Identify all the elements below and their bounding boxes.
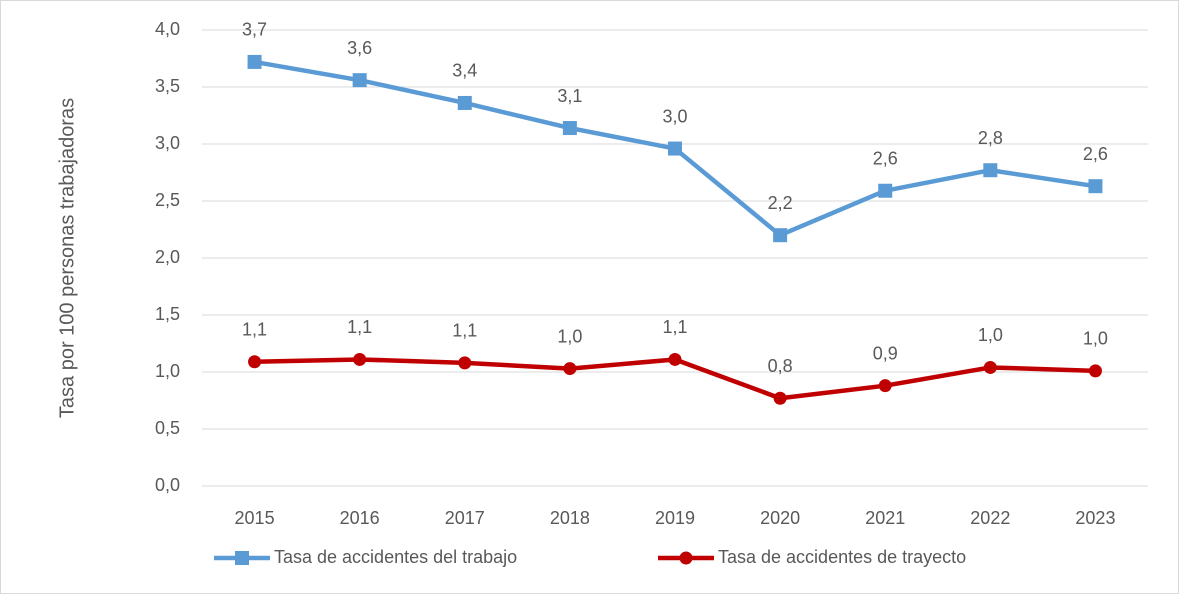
marker [983,360,997,374]
data-label: 2,6 [1083,144,1108,164]
marker [352,73,367,88]
x-tick-label: 2016 [340,508,380,528]
data-label: 0,8 [768,356,793,376]
marker [773,391,787,405]
marker [679,551,693,565]
data-label: 0,9 [873,343,898,363]
y-tick-label: 3,5 [155,76,180,96]
y-tick-label: 4,0 [155,19,180,39]
x-tick-label: 2019 [655,508,695,528]
legend-label: Tasa de accidentes de trayecto [718,547,966,567]
y-axis-label: Tasa por 100 personas trabajadoras [56,98,78,418]
legend-label: Tasa de accidentes del trabajo [274,547,517,567]
data-label: 1,0 [978,325,1003,345]
y-tick-label: 0,0 [155,475,180,495]
x-tick-label: 2021 [865,508,905,528]
x-tick-label: 2023 [1075,508,1115,528]
marker [1088,179,1103,194]
data-label: 1,0 [1083,329,1108,349]
marker [248,355,262,369]
marker [668,141,682,156]
data-label: 3,1 [557,86,582,106]
data-label: 1,0 [557,326,582,346]
x-tick-label: 2017 [445,508,485,528]
x-tick-label: 2015 [235,508,275,528]
data-label: 3,7 [242,20,267,40]
marker [668,352,682,366]
marker [773,228,788,243]
data-label: 3,6 [347,38,372,58]
x-tick-label: 2018 [550,508,590,528]
y-tick-label: 2,5 [155,190,180,210]
marker [1088,364,1102,378]
marker [353,352,367,366]
y-tick-label: 1,0 [155,361,180,381]
marker [235,551,249,565]
data-label: 3,4 [452,61,477,81]
marker [878,183,893,198]
marker [563,362,577,376]
data-label: 3,0 [662,106,687,126]
data-label: 1,1 [662,317,687,337]
data-label: 2,8 [978,128,1003,148]
marker [247,54,262,69]
marker [458,356,472,370]
data-label: 1,1 [452,321,477,341]
y-tick-label: 0,5 [155,418,180,438]
marker [878,379,892,393]
marker [983,163,998,178]
data-label: 2,6 [873,148,898,168]
data-label: 2,2 [768,193,793,213]
y-tick-label: 3,0 [155,133,180,153]
y-tick-label: 2,0 [155,247,180,267]
marker [562,121,577,136]
marker [457,95,472,110]
data-label: 1,1 [242,319,267,339]
x-tick-label: 2022 [970,508,1010,528]
y-tick-label: 1,5 [155,304,180,324]
data-label: 1,1 [347,317,372,337]
x-tick-label: 2020 [760,508,800,528]
